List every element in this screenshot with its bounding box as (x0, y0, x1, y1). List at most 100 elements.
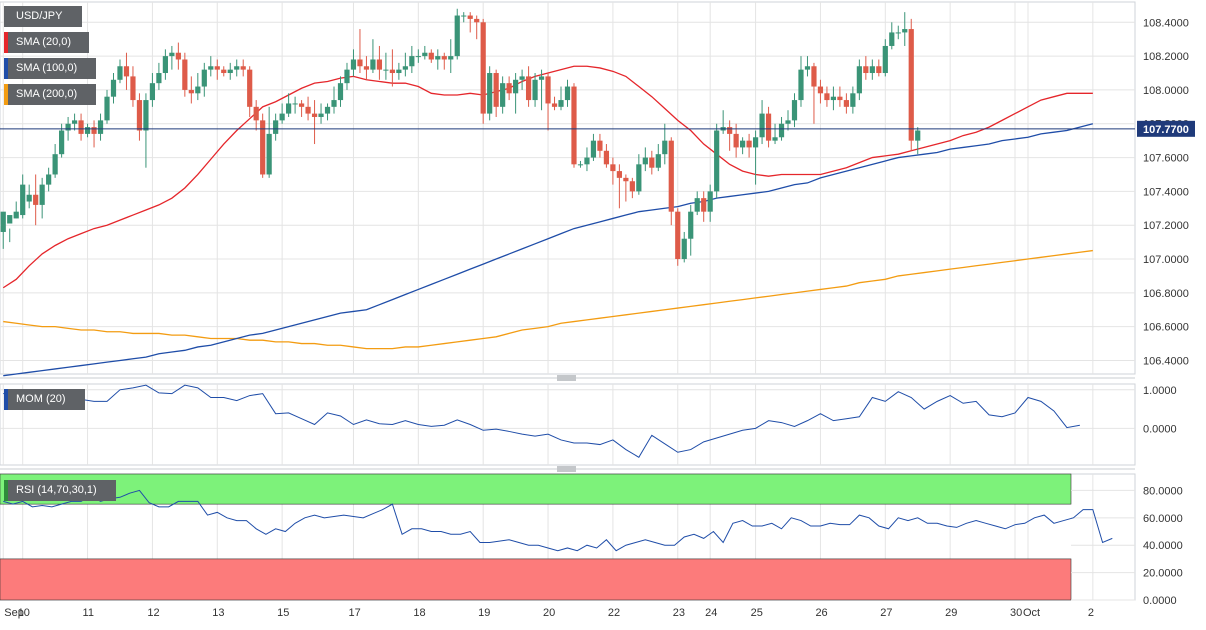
candle-body (402, 66, 408, 70)
candle-body (746, 140, 752, 148)
candle-body (59, 130, 65, 155)
candle-body (707, 191, 713, 212)
price-tick-label: 108.0000 (1143, 85, 1189, 97)
price-tick-label: 108.4000 (1143, 17, 1189, 29)
price-tick-label: 106.6000 (1143, 322, 1189, 334)
legend-symbol[interactable]: USD/JPY (4, 6, 82, 27)
candle-up (662, 123, 668, 165)
candle-up (234, 59, 240, 77)
candle-up (655, 144, 661, 172)
candle-body (110, 79, 117, 97)
candle-body (331, 100, 337, 107)
candle-body (778, 123, 785, 138)
rsi-tick-label: 80.0000 (1143, 485, 1183, 497)
candle-down (603, 144, 610, 168)
candle-body (201, 69, 207, 87)
candle-up (208, 56, 214, 77)
candle-body (143, 100, 149, 131)
legend-sma-1[interactable]: SMA (20,0) (4, 32, 89, 53)
candle-up (830, 86, 837, 111)
candle-up (681, 231, 687, 263)
candle-body (363, 66, 370, 70)
candle-body (817, 86, 824, 94)
candle-body (357, 59, 363, 67)
legend-momentum[interactable]: MOM (20) (4, 389, 85, 410)
candle-down (247, 66, 253, 117)
price-tick-label: 108.2000 (1143, 51, 1189, 63)
candle-body (727, 127, 733, 134)
candle-up (448, 39, 454, 74)
candle-up (500, 76, 506, 114)
x-tick-label: 18 (413, 607, 425, 619)
candle-up (350, 49, 357, 77)
candle-up (0, 211, 6, 249)
legend-color-swatch (4, 84, 8, 105)
candle-down (571, 83, 577, 168)
last-price-label: 107.7700 (1143, 124, 1189, 136)
legend-sma-2[interactable]: SMA (100,0) (4, 58, 96, 79)
candle-body (33, 194, 39, 205)
candle-body (843, 100, 849, 107)
candle-down (610, 157, 616, 185)
candle-body (642, 157, 648, 165)
candle-body (785, 120, 791, 124)
legend-label: RSI (14,70,30,1) (16, 484, 97, 496)
candle-body (525, 76, 532, 101)
candle-up (156, 62, 162, 90)
sma-100-line (3, 123, 1094, 377)
candle-body (136, 100, 143, 131)
candle-down (876, 59, 882, 77)
x-tick-label: 20 (543, 607, 555, 619)
candle-up (791, 93, 798, 128)
candle-body (694, 198, 700, 212)
candle-up (409, 45, 415, 74)
panel-resize-handle[interactable] (557, 375, 576, 381)
candle-body (104, 96, 110, 121)
candle-up (915, 127, 921, 155)
candle-body (629, 181, 635, 192)
x-tick-label: Sep (4, 607, 24, 619)
candle-up (564, 79, 571, 107)
candle-up (324, 103, 331, 121)
candle-up (110, 73, 117, 104)
legend-rsi[interactable]: RSI (14,70,30,1) (4, 480, 116, 501)
last-price-badge (1137, 120, 1195, 137)
candle-up (642, 147, 648, 172)
legend-label: MOM (20) (16, 393, 66, 405)
candle-body (538, 76, 545, 80)
candle-body (733, 133, 739, 148)
candle-down (649, 150, 655, 175)
candle-body (227, 69, 233, 74)
price-tick-label: 107.2000 (1143, 220, 1189, 232)
candle-body (123, 66, 130, 77)
candle-body (882, 45, 888, 74)
candle-body (91, 127, 97, 134)
candle-body (7, 215, 13, 224)
candle-down (701, 191, 707, 222)
candle-body (0, 211, 6, 232)
candle-down (551, 96, 558, 111)
legend-sma-3[interactable]: SMA (200,0) (4, 84, 96, 105)
candle-down (363, 56, 370, 80)
candle-body (480, 22, 486, 114)
candle-down (629, 177, 635, 199)
legend-label: SMA (200,0) (16, 88, 78, 100)
panel-resize-handle[interactable] (557, 466, 576, 472)
candle-body (610, 164, 616, 172)
candle-body (97, 120, 104, 134)
candle-body (169, 52, 175, 57)
candle-body (895, 32, 901, 34)
candle-down (506, 76, 512, 101)
candle-down (389, 49, 395, 87)
candle-up (850, 86, 856, 114)
candle-up (46, 167, 52, 192)
candle-body (701, 198, 707, 212)
candle-down (837, 86, 843, 107)
candle-up (402, 52, 408, 77)
candle-body (863, 66, 869, 74)
candle-up (584, 147, 590, 172)
candle-down (908, 18, 914, 151)
legend-color-swatch (4, 32, 8, 53)
candle-body (175, 52, 181, 60)
candle-up (740, 137, 746, 155)
